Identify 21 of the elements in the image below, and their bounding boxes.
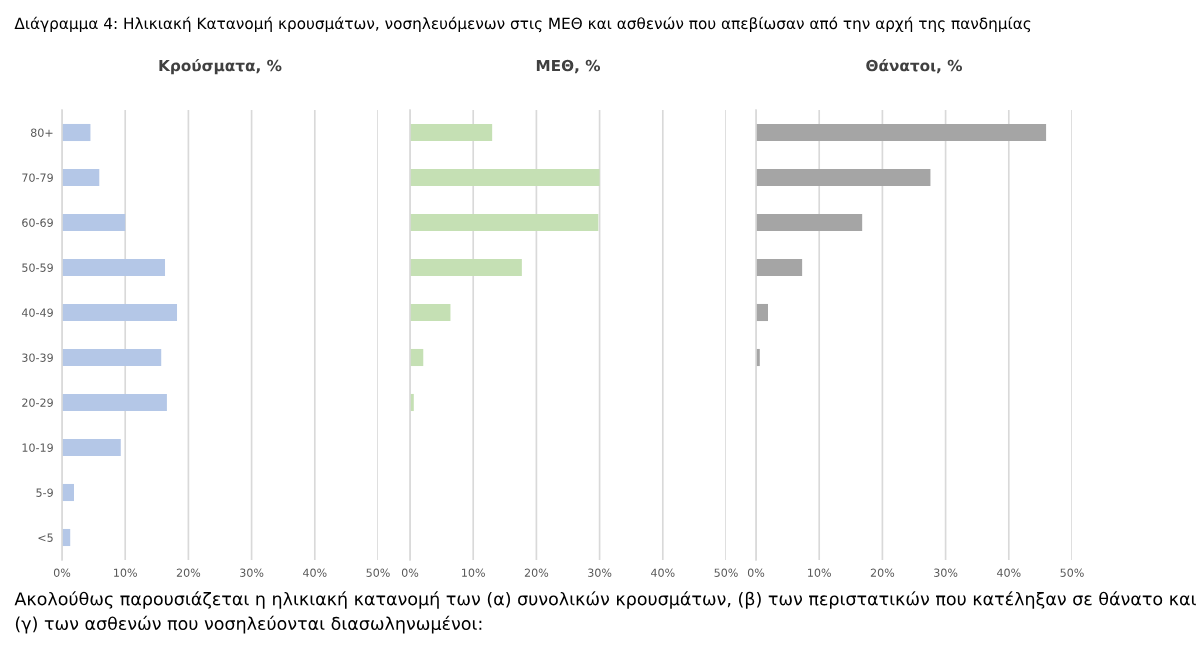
bar (62, 348, 162, 367)
text: Ακολούθως παρουσιάζεται η ηλικιακή κατανομή των (α) συνολικών κρουσμάτων, (β) των περιστατικών που κατέληξαν σε θάνατο και (γ) των ασθενών που νοσηλεύονται διασωληνωμένοι: (14, 591, 1196, 634)
bar (756, 168, 931, 187)
bar (62, 213, 126, 232)
bar (410, 168, 600, 187)
bar (756, 123, 1047, 142)
bar (410, 213, 599, 232)
bar (62, 483, 75, 502)
bar (62, 303, 178, 322)
bar (62, 258, 166, 277)
bar (410, 348, 424, 367)
bar (62, 168, 100, 187)
bar (62, 123, 91, 142)
bar (62, 438, 121, 457)
bar (410, 123, 493, 142)
bar (410, 258, 522, 277)
bar (62, 393, 167, 412)
bar (410, 303, 451, 322)
bar (756, 258, 803, 277)
bar (756, 213, 863, 232)
bar (756, 303, 769, 322)
